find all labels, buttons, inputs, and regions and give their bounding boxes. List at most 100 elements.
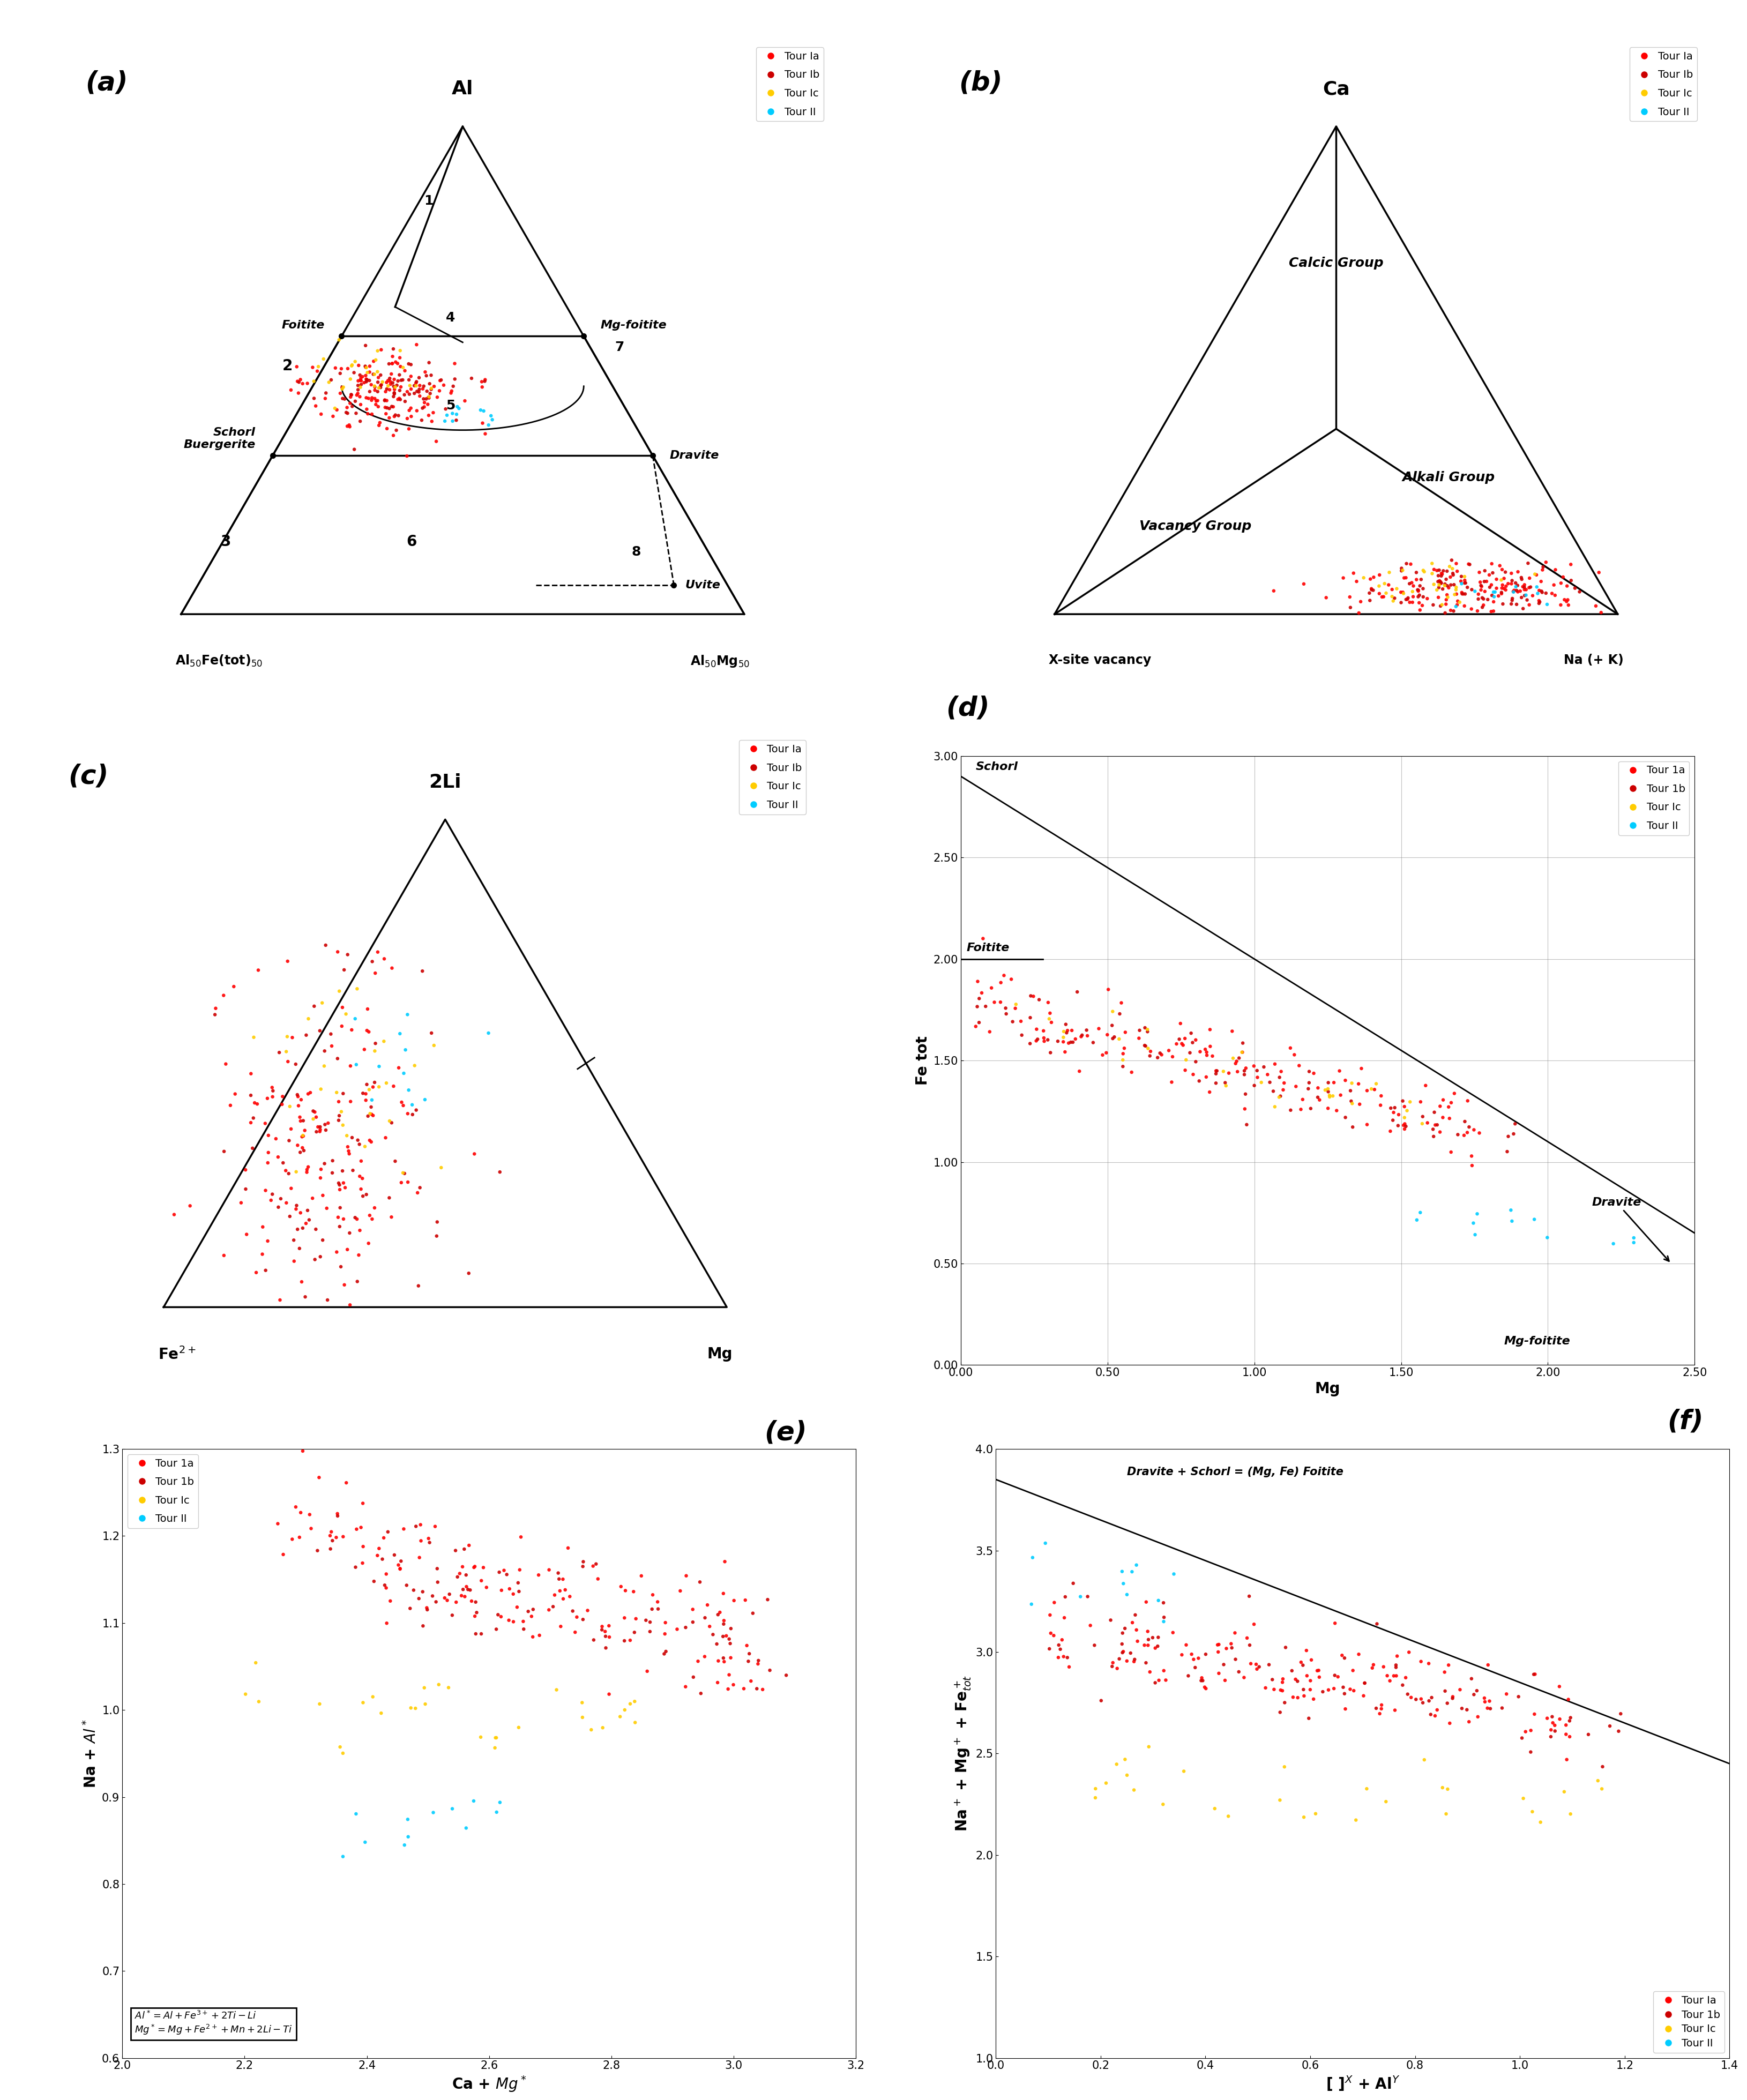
Point [1384, 571, 1412, 605]
Text: 6: 6 [407, 533, 418, 548]
Point [1300, 1682, 1328, 1716]
Point [252, 1254, 280, 1287]
Point [405, 372, 433, 405]
Point [293, 1155, 321, 1189]
Point [383, 368, 411, 401]
Point [419, 1579, 447, 1613]
Point [278, 1172, 306, 1205]
Point [1440, 1077, 1467, 1111]
Point [1106, 998, 1134, 1031]
Point [1502, 573, 1530, 607]
Point [1240, 1069, 1268, 1102]
Point [1405, 573, 1433, 607]
Point [1232, 1052, 1260, 1086]
Point [1338, 1653, 1366, 1686]
Point [461, 1600, 489, 1634]
Point [1419, 546, 1447, 580]
Point [1443, 546, 1471, 580]
Point [367, 368, 395, 401]
Point [1356, 584, 1384, 617]
Point [1426, 571, 1454, 605]
Point [428, 1151, 456, 1184]
Point [1101, 1021, 1129, 1054]
Point [328, 370, 356, 403]
Point [362, 1027, 390, 1060]
Point [1518, 580, 1546, 613]
Point [393, 998, 421, 1031]
Point [384, 1050, 412, 1084]
Point [311, 1050, 339, 1084]
Point [409, 1575, 437, 1609]
Point [1440, 557, 1467, 590]
Point [482, 1613, 510, 1646]
Point [418, 405, 445, 439]
Text: (e): (e) [763, 1420, 807, 1445]
Point [1389, 1084, 1417, 1117]
Point [1064, 974, 1092, 1008]
Point [351, 1084, 379, 1117]
X-axis label: Ca + $Mg^*$: Ca + $Mg^*$ [452, 2075, 526, 2094]
Point [379, 365, 407, 399]
Point [1380, 1659, 1408, 1693]
Point [379, 340, 407, 374]
Text: 1: 1 [425, 195, 433, 208]
Point [1340, 1674, 1368, 1707]
Point [390, 363, 418, 397]
Point [222, 1077, 250, 1111]
Point [391, 1157, 419, 1191]
Point [1066, 1054, 1094, 1088]
Point [545, 1556, 573, 1590]
Point [1356, 563, 1384, 596]
Point [318, 1029, 346, 1063]
Point [292, 1018, 320, 1052]
Point [1314, 1674, 1342, 1707]
Point [1315, 1079, 1343, 1113]
Point [1233, 1621, 1261, 1655]
Point [545, 1575, 573, 1609]
Point [1391, 1107, 1419, 1140]
Point [334, 939, 362, 972]
Point [1170, 1023, 1198, 1056]
Point [248, 1210, 276, 1243]
Point [980, 985, 1008, 1018]
Point [1336, 1672, 1364, 1705]
Point [381, 370, 409, 403]
Point [1478, 557, 1506, 590]
Point [323, 1075, 351, 1109]
Point [355, 1073, 383, 1107]
Point [486, 1785, 514, 1819]
Point [346, 388, 374, 422]
Point [645, 1592, 673, 1625]
Point [269, 1537, 297, 1571]
Point [514, 1594, 542, 1628]
Point [290, 1134, 318, 1168]
Point [217, 1088, 245, 1121]
Point [335, 1136, 363, 1170]
Text: Uvite: Uvite [685, 580, 720, 590]
Point [288, 1119, 316, 1153]
Point [1419, 1113, 1447, 1147]
Point [1111, 1016, 1139, 1050]
Point [328, 382, 356, 416]
Point [1447, 559, 1474, 592]
Point [468, 365, 496, 399]
Point [365, 372, 393, 405]
Point [273, 1153, 300, 1186]
Point [1267, 1695, 1295, 1728]
Point [278, 1522, 306, 1556]
Point [372, 397, 400, 430]
Point [1172, 1628, 1200, 1661]
Point [1165, 1023, 1193, 1056]
Point [376, 365, 404, 399]
Point [535, 1594, 563, 1628]
Point [442, 397, 470, 430]
Point [1373, 1659, 1401, 1693]
Point [500, 1604, 528, 1638]
Point [475, 407, 503, 441]
Point [1134, 1615, 1162, 1649]
Point [274, 1157, 302, 1191]
Point [1188, 1663, 1216, 1697]
Point [713, 1619, 741, 1653]
Point [311, 928, 339, 962]
Point [1378, 573, 1406, 607]
